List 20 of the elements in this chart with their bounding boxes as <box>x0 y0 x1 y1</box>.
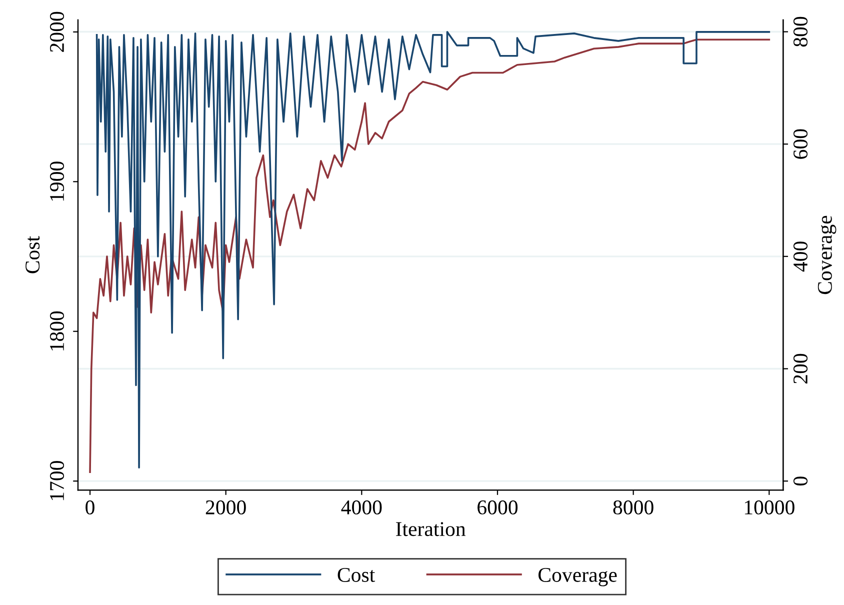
y2-tick-label: 400 <box>793 242 808 272</box>
y2-axis-title: Coverage <box>818 216 836 294</box>
y2-tick-label: 0 <box>793 476 808 486</box>
y-tick-label: 1900 <box>50 162 64 201</box>
x-tick-label: 6000 <box>478 500 518 514</box>
x-axis-title: Iteration <box>396 522 466 536</box>
x-tick-label: 8000 <box>613 500 654 514</box>
x-tick-label: 4000 <box>341 500 382 514</box>
y-tick-label: 2000 <box>50 12 64 52</box>
x-tick-label: 10000 <box>744 500 794 514</box>
y-tick-label: 1700 <box>50 461 64 500</box>
legend-label: Cost <box>338 568 376 582</box>
y2-tick-label: 600 <box>793 129 808 159</box>
y-axis-title: Cost <box>26 236 40 274</box>
y2-tick-label: 800 <box>793 16 808 47</box>
x-tick-label: 2000 <box>206 500 246 514</box>
y-tick-label: 1800 <box>50 311 64 350</box>
y2-tick-label: 200 <box>793 354 808 384</box>
legend-label: Coverage <box>538 568 617 586</box>
x-tick-label: 0 <box>86 500 94 514</box>
